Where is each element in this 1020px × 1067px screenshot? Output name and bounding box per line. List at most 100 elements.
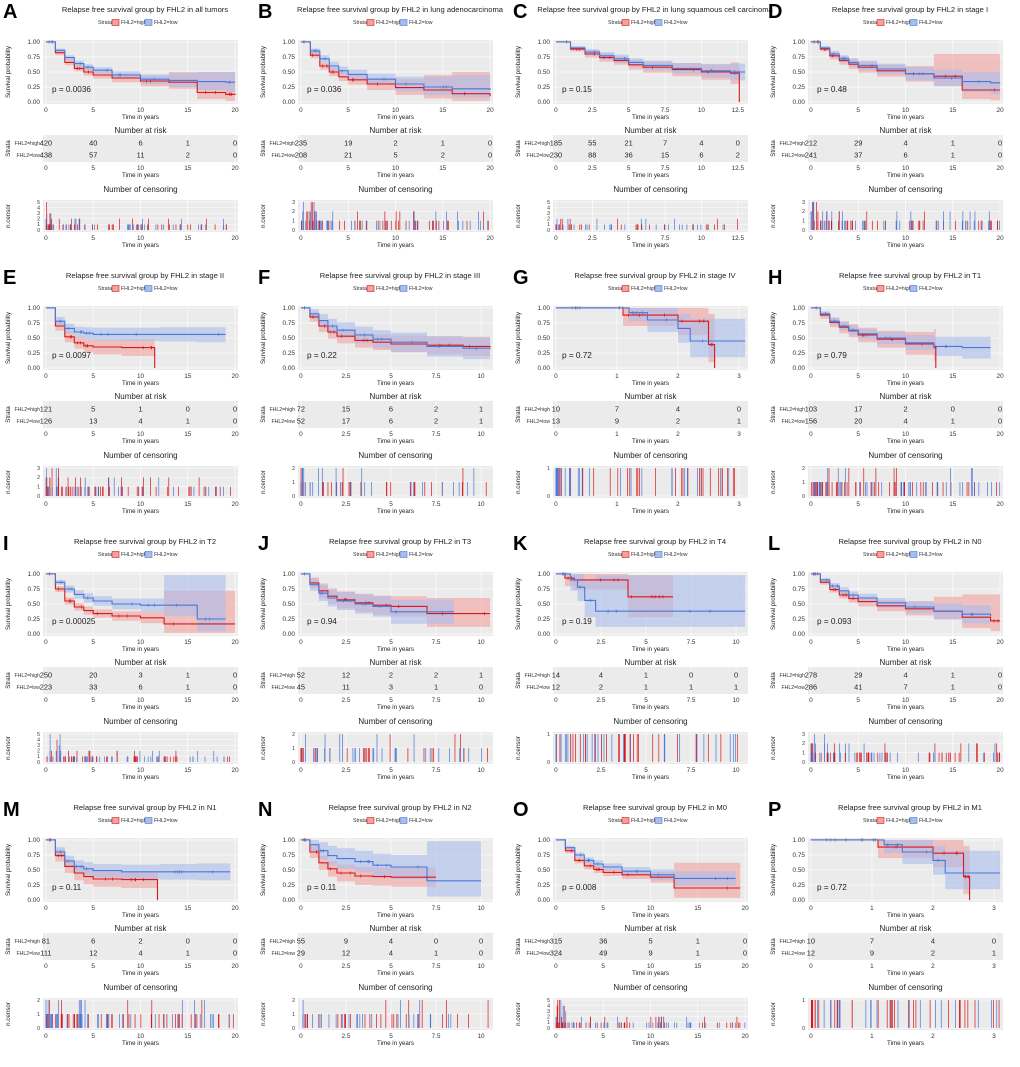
x-tick-label: 7.5 [432,963,441,970]
legend: Strata FHL2=high FHL2=low [608,817,688,824]
risk-label-high: FHL2=high [14,407,40,413]
x-tick-label: 2.5 [342,373,351,380]
risk-value-low: 0 [488,151,492,160]
censor-mark [943,74,947,78]
x-tick-label: 15 [694,963,702,970]
censor-mark [702,319,706,323]
risk-value-low: 111 [40,949,51,958]
censor-mark [315,850,319,854]
x-axis-label: Time in years [377,508,414,515]
legend: Strata FHL2=high FHL2=low [98,285,178,292]
censor-mark [210,870,215,874]
panel-letter: I [3,533,9,555]
x-tick-label: 7.5 [432,1033,441,1040]
censor-mark [129,878,133,882]
risk-value-high: 5 [91,405,95,414]
risk-value-high: 1 [951,139,955,148]
y-tick-label: 1.00 [538,39,551,46]
censor-plot-title: Number of censoring [358,983,432,992]
x-tick-label: 0 [299,1033,303,1040]
y-tick-label: 0.75 [28,320,41,327]
risk-value-high: 2 [434,405,438,414]
panel-i: I Relapse free survival group by FHL2 in … [0,532,255,798]
y-tick-label: 0.25 [538,84,551,91]
censor-y-tick-label: 1 [802,218,805,224]
legend-swatch-high [621,817,630,824]
censor-mark [416,865,420,869]
x-tick-label: 0 [44,905,48,912]
censor-mark [563,572,568,576]
risk-label-high: FHL2=high [269,673,295,679]
survival-panel-svg: D Relapse free survival group by FHL2 in … [768,1,1004,249]
x-tick-label: 20 [487,235,495,242]
y-tick-label: 0.00 [538,631,551,638]
x-tick-label: 2.5 [597,639,606,646]
risk-value-low: 324 [550,949,562,958]
censor-mark [578,585,582,589]
x-tick-label: 2.5 [588,165,597,172]
x-axis-label: Time in years [377,380,414,387]
x-tick-label: 20 [487,165,495,172]
censor-mark [86,596,90,600]
legend: Strata FHL2=high FHL2=low [98,19,178,26]
risk-value-low: 3 [389,683,393,692]
censor-mark [688,609,692,613]
censor-y-tick-label: 1 [37,754,40,760]
censor-mark [650,65,655,69]
censor-mark [359,874,363,878]
strata-axis-label: Strata [770,406,777,423]
legend-swatch-high [876,551,885,558]
x-tick-label: 10 [137,431,145,438]
censor-y-tick-label: 2 [37,217,40,223]
x-tick-label: 20 [997,373,1005,380]
x-tick-label: 10 [137,235,145,242]
x-tick-label: 10 [902,373,910,380]
y-tick-label: 0.75 [538,320,551,327]
legend-label-high: FHL2=high [886,818,912,824]
censor-mark [953,74,957,78]
legend-swatch-low [399,285,408,292]
legend-title: Strata [353,286,367,292]
legend-title: Strata [353,20,367,26]
x-tick-label: 2.5 [342,963,351,970]
risk-value-high: 278 [805,671,817,680]
x-tick-label: 20 [742,963,750,970]
risk-value-high: 10 [807,937,815,946]
censor-mark [626,873,630,877]
x-tick-label: 5 [856,165,860,172]
panel-f: F Relapse free survival group by FHL2 in … [255,266,510,532]
censor-y-tick-label: 1 [802,480,805,486]
p-value: p = 0.036 [307,85,342,94]
censor-mark [328,330,332,334]
x-tick-label: 10 [902,767,910,774]
x-tick-label: 15 [439,165,447,172]
censor-mark [79,864,83,868]
y-tick-label: 1.00 [793,39,806,46]
x-tick-label: 0 [299,107,303,114]
legend-swatch-low [399,19,408,26]
x-tick-label: 0 [554,767,558,774]
panel-letter: C [513,1,527,23]
legend-label-high: FHL2=high [121,286,147,292]
y-tick-label: 0.50 [283,601,296,608]
x-tick-label: 0 [299,373,303,380]
censor-mark [737,70,741,74]
x-tick-label: 7.5 [432,767,441,774]
censor-mark [640,311,645,315]
legend-label-low: FHL2=low [919,552,943,558]
x-tick-label: 0 [299,697,303,704]
risk-value-low: 1 [479,417,483,426]
censor-y-tick-label: 2 [802,741,805,747]
y-tick-label: 0.25 [793,616,806,623]
censor-y-tick-label: 2 [292,998,295,1004]
risk-label-low: FHL2=low [17,951,41,957]
risk-value-low: 1 [434,683,438,692]
censor-y-tick-label: 0 [292,1026,295,1032]
risk-label-high: FHL2=high [524,407,550,413]
x-axis-label: Time in years [122,704,159,711]
risk-label-high: FHL2=high [269,141,295,147]
y-tick-label: 0.50 [283,335,296,342]
risk-table-background [298,667,493,694]
censor-mark [58,319,63,323]
